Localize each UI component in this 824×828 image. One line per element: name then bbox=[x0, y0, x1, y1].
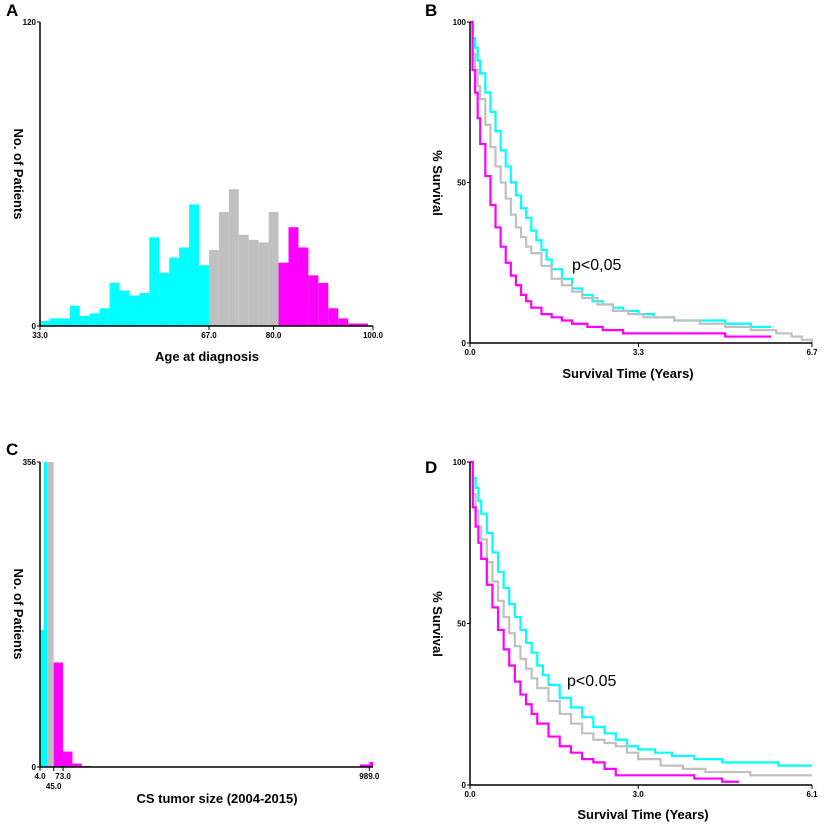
histogram-bar bbox=[189, 204, 200, 326]
p-value-annotation: p<0,05 bbox=[572, 257, 621, 274]
y-tick-label: 0 bbox=[462, 781, 467, 790]
histogram-bar bbox=[358, 323, 369, 326]
x-tick-label: 0.0 bbox=[464, 790, 476, 799]
y-tick-label: 356 bbox=[23, 458, 37, 467]
histogram-bar bbox=[228, 189, 239, 326]
p-value-annotation: p<0.05 bbox=[567, 673, 616, 690]
histogram-bar bbox=[79, 315, 90, 326]
y-tick-label: 50 bbox=[457, 620, 466, 629]
x-axis-title: Age at diagnosis bbox=[155, 349, 259, 364]
survival-line-group1 bbox=[470, 460, 812, 767]
panel-letter-b: B bbox=[425, 1, 437, 20]
x-tick-label: 80.0 bbox=[266, 331, 282, 340]
panel-a-age-histogram: 33.0 67.0 80.0 100.0 0 120 Age at diagnosis N… bbox=[11, 18, 384, 364]
y-tick-label: 0 bbox=[32, 322, 37, 331]
histogram-bar bbox=[208, 250, 219, 326]
panel-c-tumor-size-histogram: 4.045.073.0 989.0 0 356 CS tumor size (2004… bbox=[11, 458, 380, 806]
x-tick-label: 3.0 bbox=[633, 790, 645, 799]
x-tick-label: 6.7 bbox=[806, 348, 818, 357]
histogram-bar bbox=[89, 313, 100, 326]
x-tick-label: 100.0 bbox=[363, 331, 384, 340]
x-axis-title: Survival Time (Years) bbox=[562, 366, 693, 381]
y-axis-title: % Survival bbox=[430, 591, 445, 657]
histogram-bar bbox=[258, 242, 269, 326]
x-tick-label: 4.0 bbox=[34, 772, 46, 781]
histogram-bar bbox=[169, 257, 180, 326]
histogram-bar bbox=[159, 272, 170, 326]
y-tick-label: 100 bbox=[453, 458, 467, 467]
histogram-bar bbox=[348, 323, 359, 326]
survival-line-group2 bbox=[470, 20, 814, 343]
histogram-bar bbox=[278, 262, 289, 326]
panel-b-survival-curves: 0.0 3.3 6.7 0 50 100 p<0,05 Survival Time (Ye… bbox=[430, 18, 818, 381]
histogram-bar bbox=[308, 275, 319, 326]
x-tick-label: 3.3 bbox=[633, 348, 645, 357]
histogram-bar bbox=[369, 761, 373, 767]
histogram-bar bbox=[47, 462, 54, 767]
y-axis-title: No. of Patients bbox=[11, 568, 26, 659]
histogram-bar bbox=[238, 234, 249, 326]
histogram-bar bbox=[40, 629, 45, 767]
histogram-bar bbox=[268, 212, 279, 326]
panel-letter-a: A bbox=[6, 1, 18, 20]
histogram-bar bbox=[179, 247, 190, 326]
x-axis-title: Survival Time (Years) bbox=[577, 807, 708, 822]
x-axis-title: CS tumor size (2004-2015) bbox=[136, 791, 297, 806]
y-tick-label: 120 bbox=[23, 18, 37, 27]
histogram-bar bbox=[129, 295, 140, 326]
x-tick-label: 6.1 bbox=[806, 790, 818, 799]
panel-d-survival-curves: 0.0 3.0 6.1 0 50 100 p<0.05 Survival Time (Ye… bbox=[430, 458, 818, 822]
survival-line-group2 bbox=[470, 460, 812, 777]
survival-line-group3 bbox=[470, 20, 772, 338]
histogram-bar bbox=[298, 247, 309, 326]
y-axis-title: % Survival bbox=[430, 150, 445, 216]
histogram-bar bbox=[248, 239, 259, 326]
x-tick-label: 73.0 bbox=[55, 772, 71, 781]
histogram-bar bbox=[40, 320, 50, 326]
histogram-bar bbox=[199, 265, 209, 326]
histogram-bar bbox=[119, 290, 130, 326]
x-tick-label: 67.0 bbox=[201, 331, 217, 340]
x-tick-label: 989.0 bbox=[359, 772, 380, 781]
histogram-bar bbox=[109, 282, 120, 326]
y-tick-label: 100 bbox=[453, 18, 467, 27]
y-tick-label: 0 bbox=[462, 339, 467, 348]
histogram-bar bbox=[218, 212, 229, 326]
y-tick-label: 0 bbox=[32, 763, 37, 772]
histogram-bar bbox=[63, 751, 73, 767]
y-axis-title: No. of Patients bbox=[11, 128, 26, 219]
histogram-bar bbox=[139, 293, 150, 326]
histogram-bar bbox=[328, 308, 339, 326]
histogram-bar bbox=[72, 763, 82, 767]
x-tick-label: 45.0 bbox=[46, 782, 62, 791]
histogram-bar bbox=[44, 462, 48, 767]
histogram-bar bbox=[359, 764, 370, 767]
histogram-bar bbox=[59, 318, 70, 326]
histogram-bar bbox=[69, 305, 80, 326]
histogram-bar bbox=[53, 662, 64, 767]
y-tick-label: 50 bbox=[457, 179, 466, 188]
histogram-bar bbox=[49, 318, 60, 326]
histogram-bar bbox=[338, 318, 349, 326]
panel-letter-d: D bbox=[425, 458, 437, 477]
histogram-bar bbox=[149, 237, 160, 326]
x-tick-label: 33.0 bbox=[32, 331, 48, 340]
survival-line-group3 bbox=[470, 460, 740, 783]
histogram-bar bbox=[318, 282, 329, 326]
panel-letter-c: C bbox=[6, 440, 18, 459]
x-tick-label: 0.0 bbox=[464, 348, 476, 357]
histogram-bar bbox=[99, 308, 110, 326]
histogram-bar bbox=[288, 227, 299, 326]
